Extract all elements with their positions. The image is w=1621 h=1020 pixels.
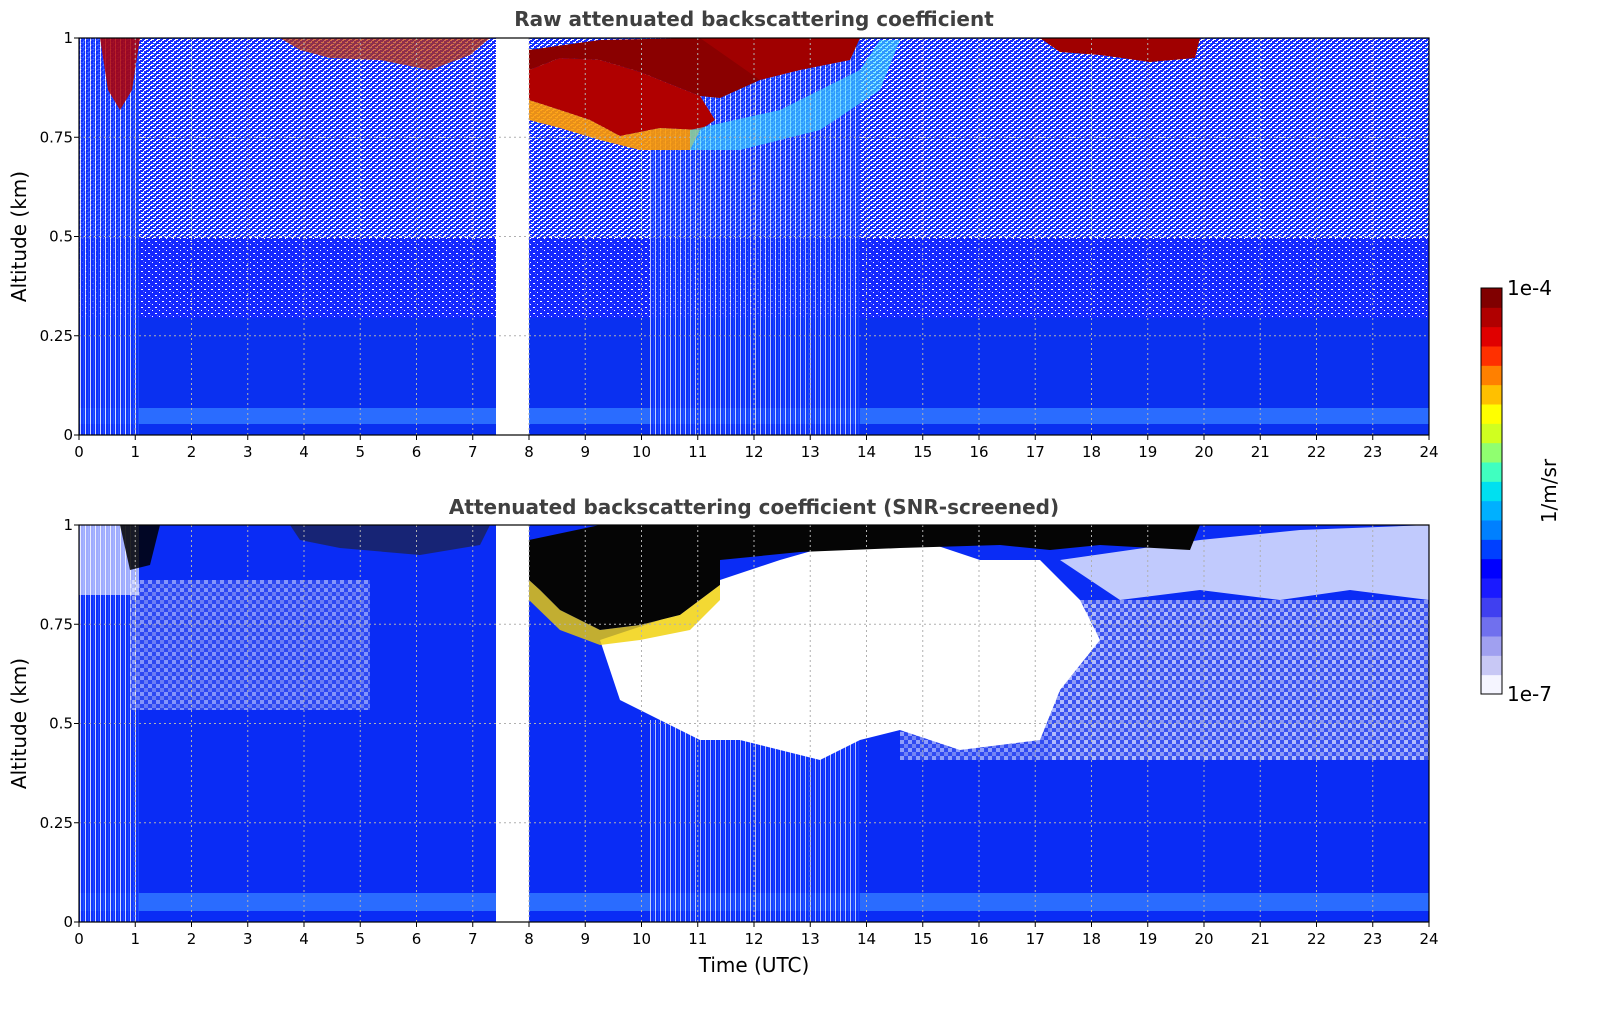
panel2-x-tick-label: 24 <box>1419 930 1438 948</box>
panel1-x-tick-label: 22 <box>1307 443 1326 461</box>
panel2-x-tick-label: 11 <box>688 930 707 948</box>
panel1-x-tick-label: 13 <box>801 443 820 461</box>
panel1-x-tick-label: 12 <box>744 443 763 461</box>
panel1-x-tick-label: 9 <box>580 443 590 461</box>
colorbar-swatch <box>1481 404 1502 424</box>
panel1-title: Raw attenuated backscattering coefficien… <box>514 7 994 31</box>
panel2-y-tick-label: 1 <box>63 516 73 534</box>
panel2-x-tick-label: 10 <box>632 930 651 948</box>
panel1-x-tick-label: 4 <box>299 443 309 461</box>
panel2-y-axis-label: Altitude (km) <box>7 658 31 789</box>
panel2-y-tick-label: 0 <box>63 913 73 931</box>
colorbar-swatch <box>1481 558 1502 579</box>
raw-data-gap <box>496 38 529 435</box>
colorbar: 1e-4 1e-7 1/m/sr <box>1480 276 1561 706</box>
panel1-y-tick-label: 0.5 <box>49 228 73 246</box>
panel1-x-tick-label: 16 <box>969 443 988 461</box>
panel2-x-tick-label: 18 <box>1082 930 1101 948</box>
panel2-x-tick-label: 12 <box>744 930 763 948</box>
panel1-x-tick-label: 5 <box>355 443 365 461</box>
colorbar-swatch <box>1481 442 1502 463</box>
panel1-x-tick-label: 0 <box>74 443 84 461</box>
panel1-x-tick-label: 17 <box>1026 443 1045 461</box>
panel1-y-tick-label: 0.25 <box>40 327 73 345</box>
panel2-y-tick-label: 0.75 <box>40 615 73 633</box>
panel1-x-tick-label: 15 <box>913 443 932 461</box>
panel2-x-tick-label: 6 <box>412 930 422 948</box>
colorbar-swatch <box>1481 674 1502 695</box>
panel2-x-tick-label: 1 <box>130 930 140 948</box>
panel1-x-tick-label: 6 <box>412 443 422 461</box>
colorbar-frame <box>1480 287 1503 695</box>
panel2-x-tick-label: 7 <box>468 930 478 948</box>
panel2-x-tick-label: 4 <box>299 930 309 948</box>
panel1-x-tick-label: 24 <box>1419 443 1438 461</box>
panel2-x-tick-label: 20 <box>1194 930 1213 948</box>
panel2-x-tick-label: 22 <box>1307 930 1326 948</box>
panel2-x-tick-label: 3 <box>243 930 253 948</box>
colorbar-swatch <box>1481 365 1502 386</box>
colorbar-swatch <box>1481 636 1502 656</box>
colorbar-swatch <box>1481 520 1502 540</box>
panel1-x-tick-label: 1 <box>130 443 140 461</box>
colorbar-swatch <box>1481 578 1502 598</box>
colorbar-swatch <box>1481 307 1502 328</box>
panel1-y-tick-label: 1 <box>63 29 73 47</box>
panel1-x-tick-label: 14 <box>857 443 876 461</box>
panel1-x-tick-label: 8 <box>524 443 534 461</box>
panel2-x-tick-label: 17 <box>1026 930 1045 948</box>
panel1-x-tick-label: 19 <box>1138 443 1157 461</box>
panel2-y-tick-label: 0.5 <box>49 715 73 733</box>
colorbar-swatch <box>1481 288 1502 308</box>
panel1-x-tick-label: 20 <box>1194 443 1213 461</box>
panel2-x-tick-label: 8 <box>524 930 534 948</box>
colorbar-swatch <box>1481 539 1502 560</box>
colorbar-max-label: 1e-4 <box>1507 276 1552 300</box>
colorbar-swatch <box>1481 597 1502 618</box>
panel2-x-tick-label: 13 <box>801 930 820 948</box>
panel2-x-tick-label: 0 <box>74 930 84 948</box>
colorbar-swatch <box>1481 616 1502 637</box>
screened-data-gap <box>496 525 529 922</box>
colorbar-swatch <box>1481 423 1502 444</box>
colorbar-swatch <box>1481 655 1502 676</box>
panel2-x-tick-label: 14 <box>857 930 876 948</box>
panel2-x-tick-label: 16 <box>969 930 988 948</box>
panel1-x-tick-label: 3 <box>243 443 253 461</box>
panel2-x-tick-label: 19 <box>1138 930 1157 948</box>
panel2-x-tick-label: 15 <box>913 930 932 948</box>
panel2-x-axis-label: Time (UTC) <box>698 953 810 977</box>
colorbar-swatch <box>1481 384 1502 405</box>
panel2-x-tick-label: 2 <box>187 930 197 948</box>
panel2-title: Attenuated backscattering coefficient (S… <box>449 495 1059 519</box>
colorbar-swatch <box>1481 500 1502 521</box>
panel2-y-tick-label: 0.25 <box>40 814 73 832</box>
colorbar-swatch <box>1481 326 1502 347</box>
panel2-x-tick-label: 9 <box>580 930 590 948</box>
panel1-x-tick-label: 7 <box>468 443 478 461</box>
colorbar-swatch <box>1481 346 1502 366</box>
panel2-x-tick-label: 23 <box>1363 930 1382 948</box>
colorbar-min-label: 1e-7 <box>1507 682 1552 706</box>
panel1-x-tick-label: 10 <box>632 443 651 461</box>
panel1-x-tick-label: 21 <box>1251 443 1270 461</box>
panel1-x-tick-label: 2 <box>187 443 197 461</box>
panel2-x-tick-label: 5 <box>355 930 365 948</box>
panel1-y-tick-label: 0.75 <box>40 128 73 146</box>
colorbar-unit-label: 1/m/sr <box>1537 458 1561 523</box>
panel1-x-tick-label: 23 <box>1363 443 1382 461</box>
colorbar-swatch <box>1481 462 1502 482</box>
colorbar-swatch <box>1481 481 1502 502</box>
panel1-x-tick-label: 18 <box>1082 443 1101 461</box>
panel1-y-tick-label: 0 <box>63 426 73 444</box>
panel1-y-axis-label: Altitude (km) <box>7 171 31 302</box>
panel2-x-tick-label: 21 <box>1251 930 1270 948</box>
panel1-x-tick-label: 11 <box>688 443 707 461</box>
